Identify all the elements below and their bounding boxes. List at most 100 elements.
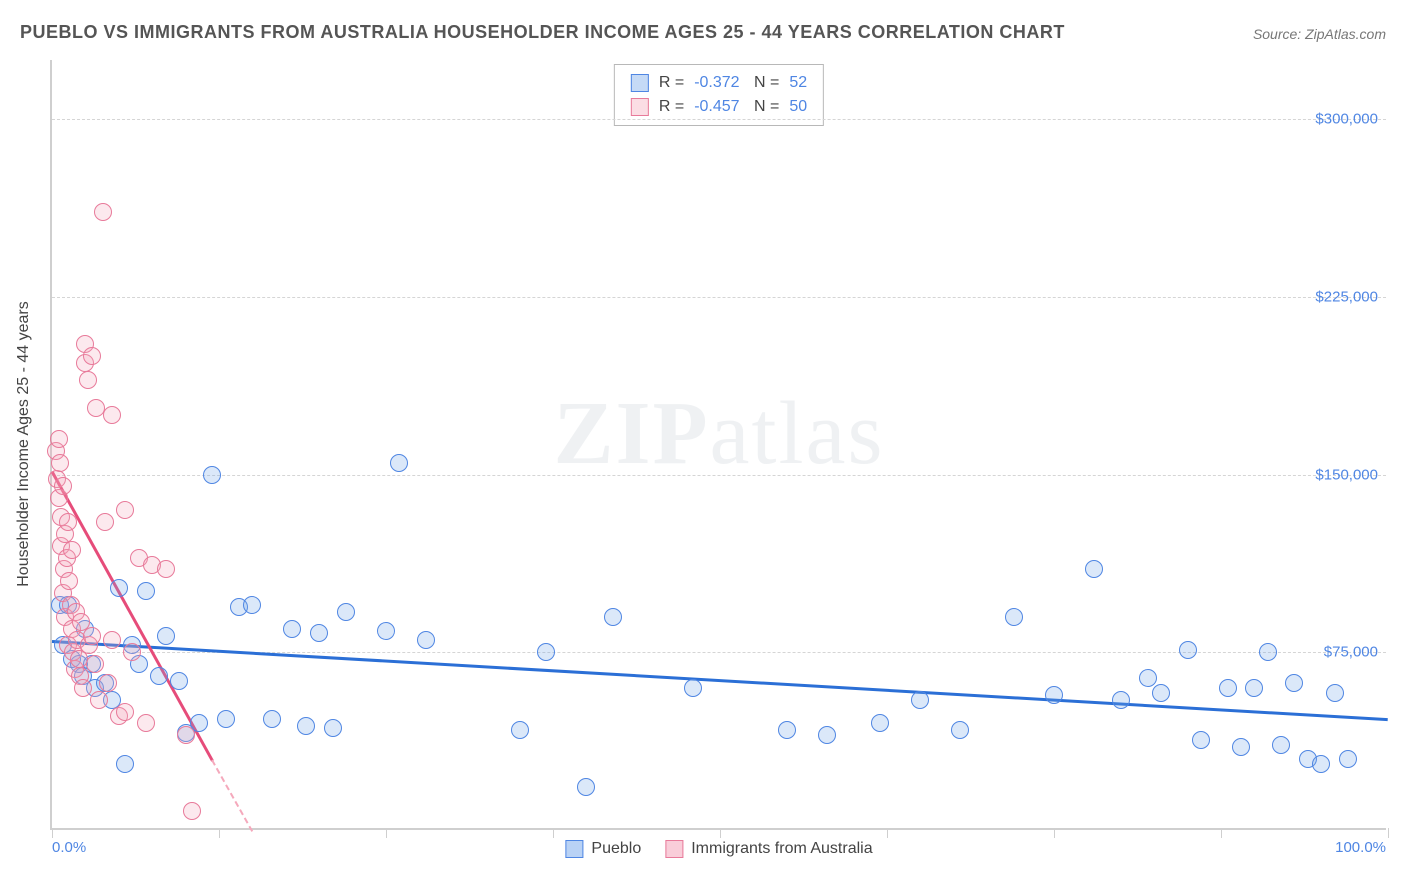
data-point [99,674,117,692]
y-tick-label: $300,000 [1315,111,1378,128]
swatch-series-0 [631,74,649,92]
x-axis-min-label: 0.0% [52,839,86,856]
legend-swatch-0 [565,840,583,858]
data-point [297,717,315,735]
data-point [1232,738,1250,756]
x-tick [887,828,888,838]
data-point [94,203,112,221]
data-point [1326,684,1344,702]
source-attribution: Source: ZipAtlas.com [1253,26,1386,42]
data-point [604,608,622,626]
x-tick [1054,828,1055,838]
chart-title: PUEBLO VS IMMIGRANTS FROM AUSTRALIA HOUS… [20,22,1065,43]
data-point [110,579,128,597]
data-point [123,643,141,661]
legend-item-1: Immigrants from Australia [665,840,872,858]
gridline [52,297,1386,298]
y-tick-label: $225,000 [1315,288,1378,305]
data-point [951,721,969,739]
data-point [243,596,261,614]
data-point [1045,686,1063,704]
data-point [1312,755,1330,773]
data-point [1139,669,1157,687]
data-point [83,627,101,645]
data-point [778,721,796,739]
data-point [116,755,134,773]
legend-label-0: Pueblo [591,840,641,858]
data-point [203,466,221,484]
data-point [684,679,702,697]
data-point [537,643,555,661]
correlation-legend: R = -0.372 N = 52 R = -0.457 N = 50 [614,64,824,126]
x-tick [720,828,721,838]
data-point [183,802,201,820]
data-point [1192,731,1210,749]
data-point [818,726,836,744]
data-point [283,620,301,638]
data-point [1152,684,1170,702]
gridline [52,475,1386,476]
data-point [137,714,155,732]
legend-row-series-1: R = -0.457 N = 50 [631,95,807,119]
data-point [217,710,235,728]
series-legend: Pueblo Immigrants from Australia [565,840,872,858]
legend-swatch-1 [665,840,683,858]
data-point [1245,679,1263,697]
data-point [116,501,134,519]
data-point [1272,736,1290,754]
data-point [1259,643,1277,661]
data-point [74,679,92,697]
data-point [177,726,195,744]
data-point [377,622,395,640]
data-point [310,624,328,642]
x-tick [52,828,53,838]
data-point [50,430,68,448]
data-point [337,603,355,621]
data-point [103,406,121,424]
data-point [1112,691,1130,709]
legend-label-1: Immigrants from Australia [691,840,872,858]
data-point [1339,750,1357,768]
x-axis-max-label: 100.0% [1335,839,1386,856]
data-point [1179,641,1197,659]
data-point [86,655,104,673]
data-point [324,719,342,737]
data-point [157,560,175,578]
data-point [911,691,929,709]
data-point [96,513,114,531]
data-point [157,627,175,645]
data-point [90,691,108,709]
trend-line [211,759,253,831]
y-tick-label: $75,000 [1324,644,1378,661]
data-point [1285,674,1303,692]
x-tick [219,828,220,838]
data-point [83,347,101,365]
data-point [263,710,281,728]
data-point [54,477,72,495]
x-tick [553,828,554,838]
data-point [1219,679,1237,697]
legend-row-series-0: R = -0.372 N = 52 [631,71,807,95]
data-point [59,513,77,531]
data-point [170,672,188,690]
data-point [63,541,81,559]
y-tick-label: $150,000 [1315,466,1378,483]
data-point [79,371,97,389]
data-point [577,778,595,796]
data-point [51,454,69,472]
x-tick [1221,828,1222,838]
data-point [116,703,134,721]
data-point [60,572,78,590]
data-point [417,631,435,649]
y-axis-title: Householder Income Ages 25 - 44 years [15,301,33,587]
data-point [1005,608,1023,626]
data-point [137,582,155,600]
data-point [103,631,121,649]
gridline [52,119,1386,120]
legend-item-0: Pueblo [565,840,641,858]
scatter-plot-area: ZIPatlas Householder Income Ages 25 - 44… [50,60,1386,830]
data-point [1085,560,1103,578]
x-tick [386,828,387,838]
data-point [871,714,889,732]
data-point [150,667,168,685]
